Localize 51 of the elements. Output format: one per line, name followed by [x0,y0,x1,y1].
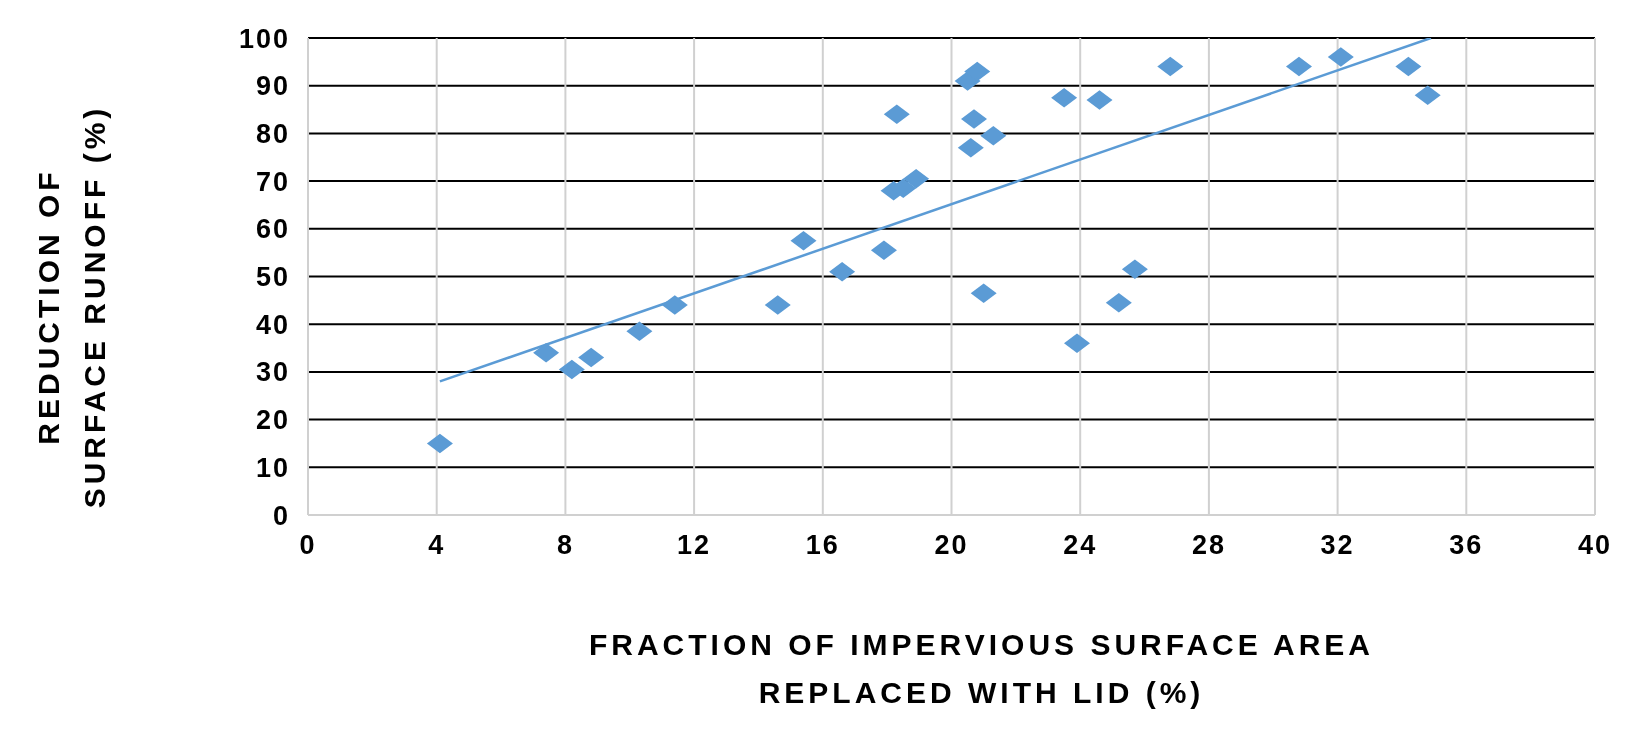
point [790,230,817,251]
x-tick-label: 24 [1063,530,1098,561]
y-tick-label: 0 [272,500,290,531]
y-axis-title: REDUCTION OF SURFACE RUNOFF (%) [32,104,111,509]
x-tick-label: 12 [677,530,712,561]
x-tick-label: 0 [299,530,317,561]
x-tick-label: 8 [556,530,574,561]
point [829,261,856,282]
y-tick-label: 40 [255,309,290,340]
x-axis-title: FRACTION OF IMPERVIOUS SURFACE AREA REPLACED WITH LID (%) [588,628,1375,709]
point [1051,87,1078,108]
point [533,343,560,363]
y-tick-label: 10 [255,452,290,483]
x-tick-label: 36 [1449,530,1484,561]
y-tick-label: 50 [255,262,290,293]
point [1121,259,1148,280]
point [1063,333,1090,354]
x-tick-label: 40 [1577,530,1613,561]
x-tick-label: 32 [1320,530,1355,561]
point [1414,85,1441,105]
x-tick-label: 20 [934,530,969,561]
point [1086,90,1113,110]
point [964,61,991,82]
point [1395,56,1422,77]
x-tick-label: 4 [428,530,446,561]
x-tick-label: 16 [805,530,840,561]
point [1105,292,1132,313]
point [1285,56,1312,77]
point [957,137,984,158]
point [870,240,897,261]
point [903,168,930,189]
x-tick-label: 28 [1191,530,1226,561]
point [980,126,1007,146]
point [558,359,585,380]
point [961,109,988,129]
y-tick-label: 100 [238,23,290,54]
y-tick-label: 60 [255,214,290,245]
point [426,433,453,454]
y-tick-label: 70 [255,166,290,197]
y-tick-label: 20 [255,405,290,436]
y-tick-label: 90 [255,71,290,102]
point [626,321,653,342]
point [1327,47,1354,67]
point [764,295,791,315]
y-tick-label: 30 [255,357,290,388]
point [970,283,997,303]
point [1157,56,1184,77]
point [578,347,605,368]
point [661,295,688,315]
y-tick-label: 80 [255,118,290,149]
point [883,104,910,125]
